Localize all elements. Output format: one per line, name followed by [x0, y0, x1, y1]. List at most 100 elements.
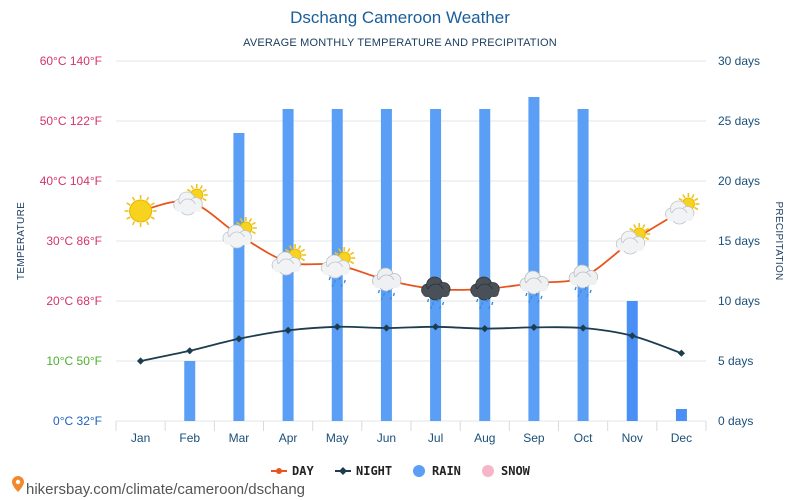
night-point [382, 324, 391, 332]
month-label: Sep [523, 431, 545, 445]
rain-drop [438, 305, 442, 310]
rain-drop [486, 298, 489, 303]
night-point [284, 326, 292, 334]
precipitation-tick-label: 5 days [718, 354, 753, 368]
cloud-base [471, 289, 499, 297]
precipitation-tick-label: 30 days [718, 54, 760, 68]
cloud-base [666, 213, 694, 221]
rain-drop [479, 305, 482, 310]
sun-cloud-icon [615, 223, 651, 255]
cloud-shape [519, 270, 549, 295]
rain-drop [488, 305, 491, 310]
map-pin-icon [12, 476, 24, 492]
sun-ray [239, 218, 244, 223]
night-point [579, 324, 587, 332]
rain-drop [333, 279, 336, 284]
legend-marker [482, 465, 494, 477]
sun-ray [288, 245, 293, 250]
sun-ray [694, 197, 699, 202]
rain-drop [579, 289, 582, 294]
month-label: Nov [622, 431, 643, 445]
legend: DAY NIGHT RAIN SNOW [271, 464, 531, 478]
cloud-shape [665, 200, 695, 225]
sun-ray [678, 197, 683, 202]
rain-drop [589, 289, 592, 294]
rain-drop [426, 298, 430, 303]
cloud-base [322, 267, 350, 275]
day-line [140, 200, 682, 291]
sun-ray [190, 185, 194, 190]
rain-bar [479, 109, 491, 421]
sun-cloud-icon [271, 244, 307, 276]
cloud-rain-icon [372, 267, 402, 301]
month-label: Jan [131, 431, 150, 445]
gridlines [115, 60, 707, 431]
night-point [431, 323, 440, 331]
sun-cloud-icon [222, 217, 257, 249]
legend-label: DAY [292, 464, 314, 478]
sun-ray [251, 221, 256, 226]
legend-marker [339, 467, 347, 475]
rain-drop [441, 301, 445, 306]
sun-ray [150, 202, 155, 206]
rain-drop [574, 286, 577, 291]
cloud-shape [470, 276, 500, 301]
cloud-base [422, 289, 450, 297]
rain-drop [328, 276, 331, 281]
night-point [136, 357, 145, 365]
rain-drop [392, 292, 396, 297]
sun-cloud-icon [173, 184, 208, 216]
sun-ray [629, 227, 634, 232]
legend-marker [276, 468, 282, 474]
night-point [628, 332, 636, 340]
sun-ray [642, 224, 646, 229]
rain-drop [535, 292, 538, 297]
rain-drop [429, 305, 433, 310]
night-point [186, 347, 194, 355]
sun-ray [347, 248, 351, 253]
month-label: Aug [474, 431, 495, 445]
legend-label: SNOW [501, 464, 531, 478]
cloud-rain-icon [568, 264, 598, 298]
sun-ray [694, 206, 699, 211]
cloud-base [570, 277, 598, 285]
sun-ray [145, 220, 150, 226]
temperature-tick-label: 0°C 32°F [53, 414, 102, 428]
sun-ray [145, 196, 150, 202]
rain-bar [675, 409, 687, 421]
month-label: May [326, 431, 349, 445]
precipitation-axis-title: PRECIPITATION [773, 201, 784, 280]
chart-title: Dschang Cameroon Weather [290, 8, 510, 27]
sun-ray [349, 251, 355, 256]
cloud-shape [421, 276, 451, 301]
rain-bar [626, 301, 638, 421]
sun-ray [186, 188, 192, 193]
month-label: Dec [671, 431, 692, 445]
sun-ray [202, 197, 207, 202]
cloud-base [617, 243, 645, 251]
temperature-axis-title: TEMPERATURE [16, 202, 27, 280]
rain-drop [586, 293, 589, 298]
sun-ray [235, 221, 241, 226]
month-label: Feb [179, 431, 200, 445]
rain-drop [530, 295, 533, 300]
sun-ray [644, 236, 650, 241]
temperature-axis-ticks: 0°C 32°F 10°C 50°F 20°C 68°F 30°C 86°F 40°C … [40, 54, 102, 428]
sun-cloud-icon [665, 193, 700, 225]
temperature-tick-label: 10°C 50°F [46, 354, 102, 368]
rain-drop [476, 298, 479, 303]
rain-drop [343, 279, 346, 284]
month-label: Jul [428, 431, 443, 445]
cloud-base [273, 264, 301, 272]
sun-ray [682, 194, 686, 199]
precipitation-tick-label: 10 days [718, 294, 760, 308]
rain-drop [431, 301, 435, 306]
cloud-base [373, 280, 401, 288]
temperature-tick-label: 60°C 140°F [40, 54, 102, 68]
rain-drop [340, 283, 343, 288]
cloud-rain-icon [519, 270, 549, 304]
cloud-shape [271, 251, 301, 276]
sun-ray [349, 260, 355, 265]
night-point [235, 335, 243, 343]
cloud-base [174, 204, 202, 212]
